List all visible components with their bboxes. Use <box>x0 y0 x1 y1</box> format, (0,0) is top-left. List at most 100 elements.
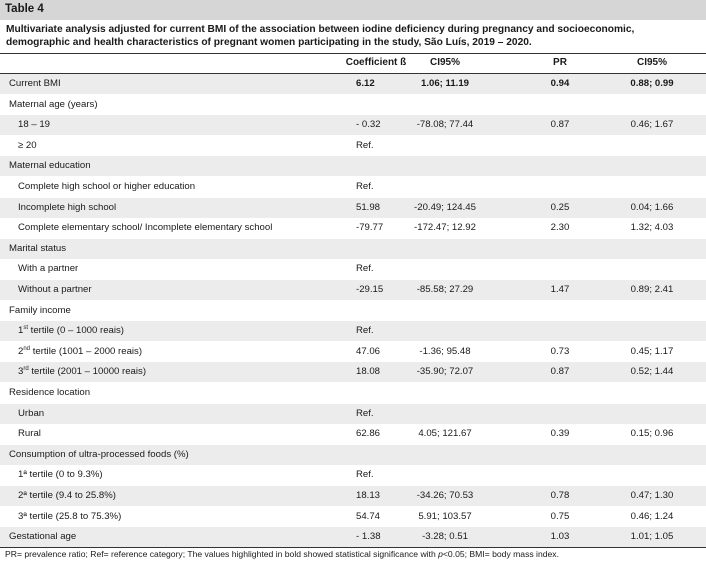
cell-coefficient: Ref. <box>356 263 374 275</box>
table-row: 3ª tertile (25.8 to 75.3%) 54.74 5.91; 103… <box>0 507 706 527</box>
row-label: Maternal age (years) <box>9 98 98 110</box>
header-row: Coefficient ß CI95% PR CI95% <box>0 53 706 73</box>
row-label: Current BMI <box>9 78 61 89</box>
header-pr: PR <box>553 57 567 68</box>
cell-ci95-pr: 0.46; 1.24 <box>630 510 674 522</box>
cell-coefficient: 18.13 <box>356 490 381 501</box>
cell-coefficient: Ref. <box>356 469 374 481</box>
table-caption: Multivariate analysis adjusted for curre… <box>6 24 635 48</box>
cell-pr: 0.25 <box>550 201 570 213</box>
table-row: Consumption of ultra-processed foods (%) <box>0 444 706 465</box>
table-row: Without a partner -29.15 -85.58; 27.29 1.47… <box>0 280 706 300</box>
table-label-bar: Table 4 <box>0 0 706 20</box>
row-label: 1st tertile (0 – 1000 reais) <box>18 325 124 337</box>
row-label: 3rd tertile (2001 – 10000 reais) <box>18 366 147 378</box>
cell-ci95-pr: 0.04; 1.66 <box>630 201 674 213</box>
cell-pr: 0.78 <box>550 490 570 501</box>
cell-ci95-coefficient: -35.90; 72.07 <box>416 366 474 378</box>
cell-coefficient: - 0.32 <box>356 119 381 131</box>
cell-coefficient: -79.77 <box>356 222 384 234</box>
cell-ci95-coefficient: -34.26; 70.53 <box>416 490 474 501</box>
row-label: 1ª tertile (0 to 9.3%) <box>18 469 103 481</box>
table-row: Residence location <box>0 383 706 403</box>
row-label: Gestational age <box>9 531 77 543</box>
row-label: 2nd tertile (1001 – 2000 reais) <box>18 345 143 357</box>
table-label: Table 4 <box>5 3 44 15</box>
row-label: Incomplete high school <box>18 201 117 213</box>
table-row: Maternal education <box>0 156 706 177</box>
cell-ci95-coefficient: -20.49; 124.45 <box>414 201 476 213</box>
header-ci95-2: CI95% <box>636 57 667 68</box>
cell-ci95-pr: 0.88; 0.99 <box>630 78 674 89</box>
table-row: Maternal age (years) <box>0 95 706 115</box>
cell-ci95-coefficient: -172.47; 12.92 <box>414 222 476 234</box>
row-label: Marital status <box>9 242 67 254</box>
cell-ci95-pr: 0.15; 0.96 <box>630 428 674 440</box>
table-row: 1st tertile (0 – 1000 reais) Ref. <box>0 321 706 342</box>
row-label: Complete elementary school/ Incomplete e… <box>18 222 273 234</box>
row-label: 3ª tertile (25.8 to 75.3%) <box>18 510 122 522</box>
table-row: 18 – 19 - 0.32 -78.08; 77.44 0.87 0.46; 1.67 <box>0 115 706 136</box>
cell-ci95-pr: 0.52; 1.44 <box>630 366 674 378</box>
row-label: Maternal education <box>9 160 91 172</box>
table-row: 1ª tertile (0 to 9.3%) Ref. <box>0 465 706 485</box>
cell-ci95-pr: 0.89; 2.41 <box>630 284 674 295</box>
row-label: With a partner <box>18 263 79 275</box>
cell-pr: 1.47 <box>550 284 570 295</box>
cell-ci95-pr: 0.45; 1.17 <box>630 345 674 357</box>
cell-coefficient: - 1.38 <box>356 531 381 543</box>
row-label: 2ª tertile (9.4 to 25.8%) <box>18 490 116 501</box>
cell-ci95-coefficient: -1.36; 95.48 <box>419 345 471 357</box>
row-label: Urban <box>18 407 45 419</box>
table-row: 2nd tertile (1001 – 2000 reais) 47.06 -1.3… <box>0 342 706 362</box>
cell-pr: 1.03 <box>550 531 570 543</box>
cell-coefficient: 18.08 <box>356 366 381 378</box>
table-row: 3rd tertile (2001 – 10000 reais) 18.08 -35… <box>0 362 706 383</box>
cell-coefficient: 51.98 <box>356 201 381 213</box>
cell-ci95-coefficient: 1.06; 11.19 <box>420 78 469 89</box>
row-label: ≥ 20 <box>18 139 37 151</box>
cell-coefficient: Ref. <box>356 407 374 419</box>
row-label: Consumption of ultra-processed foods (%) <box>9 448 189 460</box>
cell-coefficient: Ref. <box>356 139 374 151</box>
cell-coefficient: 54.74 <box>356 510 381 522</box>
row-label: Without a partner <box>18 284 92 295</box>
cell-ci95-pr: 0.47; 1.30 <box>630 490 674 501</box>
cell-coefficient: 6.12 <box>356 78 375 89</box>
table-row: Complete elementary school/ Incomplete e… <box>0 218 706 238</box>
cell-ci95-coefficient: -85.58; 27.29 <box>416 284 474 295</box>
cell-pr: 0.39 <box>550 428 570 440</box>
row-label: Family income <box>9 304 71 316</box>
cell-pr: 0.73 <box>550 345 570 357</box>
rule-header <box>0 73 706 74</box>
cell-coefficient: -29.15 <box>356 284 384 295</box>
cell-pr: 0.87 <box>550 366 570 378</box>
row-label: Complete high school or higher education <box>18 181 196 192</box>
table-row: Family income <box>0 301 706 321</box>
table-row: Complete high school or higher education… <box>0 177 706 197</box>
cell-ci95-coefficient: 5.91; 103.57 <box>418 510 472 522</box>
table-row: 2ª tertile (9.4 to 25.8%) 18.13 -34.26; 70… <box>0 486 706 506</box>
table-row: With a partner Ref. <box>0 259 706 279</box>
table-row: Gestational age - 1.38 -3.28; 0.51 1.03 1.01… <box>0 527 706 548</box>
cell-ci95-coefficient: 4.05; 121.67 <box>418 428 472 440</box>
cell-pr: 2.30 <box>550 222 570 234</box>
row-label: Rural <box>18 428 41 440</box>
table-row: Current BMI 6.12 1.06; 11.19 0.94 0.88; 0.99 <box>0 74 706 94</box>
cell-ci95-pr: 1.32; 4.03 <box>630 222 674 234</box>
table-footnote: PR= prevalence ratio; Ref= reference cat… <box>5 549 559 559</box>
cell-pr: 0.87 <box>550 119 570 131</box>
cell-coefficient: Ref. <box>356 181 374 192</box>
cell-coefficient: 47.06 <box>356 345 381 357</box>
cell-pr: 0.75 <box>550 510 570 522</box>
cell-ci95-pr: 0.46; 1.67 <box>630 119 674 131</box>
cell-ci95-coefficient: -3.28; 0.51 <box>422 531 468 543</box>
cell-pr: 0.94 <box>550 78 570 89</box>
table-row: Urban Ref. <box>0 403 706 424</box>
cell-coefficient: 62.86 <box>356 428 381 440</box>
row-label: Residence location <box>9 387 91 398</box>
cell-ci95-coefficient: -78.08; 77.44 <box>416 119 474 131</box>
table-row: Incomplete high school 51.98 -20.49; 124.4… <box>0 197 706 218</box>
cell-ci95-pr: 1.01; 1.05 <box>630 531 674 543</box>
header-coefficient: Coefficient ß <box>345 57 407 68</box>
